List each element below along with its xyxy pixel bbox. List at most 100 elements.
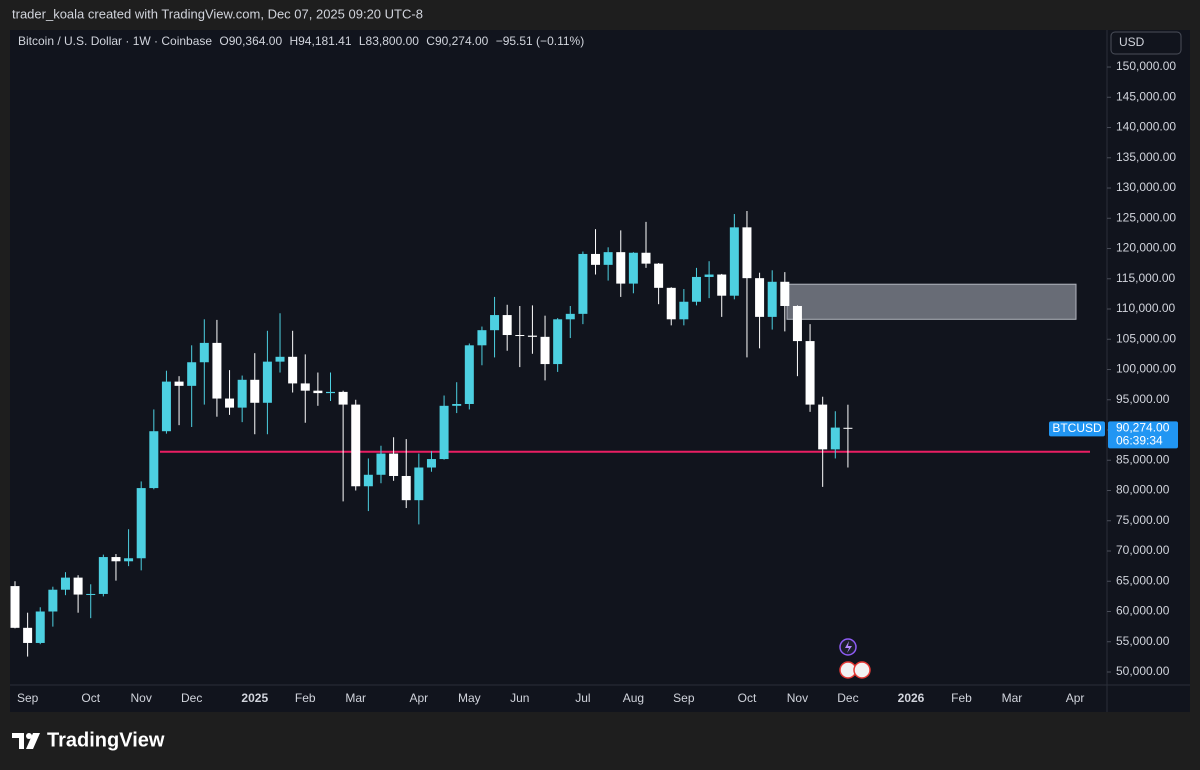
y-tick-label: 95,000.00 bbox=[1116, 392, 1170, 406]
candle-body bbox=[729, 227, 739, 296]
candle-body bbox=[654, 263, 664, 288]
candle-body bbox=[792, 305, 802, 342]
candle-body bbox=[389, 453, 399, 476]
candle-body bbox=[300, 383, 310, 391]
candle-body bbox=[818, 404, 828, 450]
y-tick-label: 105,000.00 bbox=[1116, 331, 1176, 345]
x-tick-label: Feb bbox=[295, 691, 316, 705]
candle-body bbox=[679, 301, 689, 320]
candle-body bbox=[10, 586, 20, 628]
candle-body bbox=[60, 577, 70, 590]
candle-body bbox=[326, 391, 335, 394]
candle-body bbox=[98, 557, 108, 594]
candle-body bbox=[401, 475, 411, 501]
x-tick-label: Dec bbox=[181, 691, 202, 705]
candle-body bbox=[540, 336, 550, 365]
candle-body bbox=[591, 253, 601, 265]
chart-panel bbox=[10, 30, 1190, 712]
y-tick-label: 50,000.00 bbox=[1116, 664, 1170, 678]
candle-body bbox=[237, 379, 247, 408]
logo-mark bbox=[26, 733, 40, 749]
candle-body bbox=[262, 361, 272, 403]
candle-body bbox=[174, 381, 184, 386]
x-tick-label: Jul bbox=[575, 691, 590, 705]
zone bbox=[786, 283, 1077, 320]
price-tag bbox=[1108, 421, 1178, 449]
x-tick-label: 2026 bbox=[898, 691, 925, 705]
x-tick-label: Apr bbox=[1066, 691, 1085, 705]
candle-body bbox=[464, 345, 474, 404]
credit: trader_koala created with TradingView.co… bbox=[12, 6, 423, 21]
candle-body bbox=[426, 459, 436, 468]
x-tick-label: Sep bbox=[17, 691, 39, 705]
candle-body bbox=[641, 252, 651, 264]
candle-body bbox=[376, 453, 386, 475]
candle-body bbox=[250, 379, 260, 403]
currency-box[interactable] bbox=[1110, 31, 1182, 55]
x-tick-label: Apr bbox=[409, 691, 428, 705]
y-tick-label: 115,000.00 bbox=[1116, 271, 1175, 285]
y-tick-label: 60,000.00 bbox=[1116, 604, 1170, 618]
candle-body bbox=[691, 276, 701, 302]
event-icon[interactable] bbox=[853, 661, 871, 679]
candle-body bbox=[628, 252, 638, 284]
legend: Bitcoin / U.S. Dollar · 1W · Coinbase O9… bbox=[18, 34, 584, 48]
y-tick-label: 130,000.00 bbox=[1116, 180, 1176, 194]
candle-body bbox=[35, 611, 45, 643]
logo-text: TradingView bbox=[47, 729, 165, 751]
logo-mark bbox=[12, 733, 24, 749]
x-tick-label: Mar bbox=[1002, 691, 1023, 705]
candle-body bbox=[767, 281, 777, 317]
candle-body bbox=[199, 342, 209, 363]
candle-body bbox=[452, 403, 462, 406]
event-glyph bbox=[845, 641, 852, 653]
x-tick-label: Nov bbox=[787, 691, 808, 705]
candle-body bbox=[124, 558, 134, 562]
x-tick-label: Feb bbox=[951, 691, 972, 705]
candle-body bbox=[515, 335, 525, 337]
candle-body bbox=[225, 398, 235, 408]
candle-body bbox=[527, 335, 537, 337]
candle-body bbox=[351, 404, 361, 487]
logo-mark bbox=[26, 733, 32, 739]
x-tick-label: Sep bbox=[673, 691, 695, 705]
legend-change: −95.51 (−0.11%) bbox=[496, 34, 585, 48]
y-tick-label: 70,000.00 bbox=[1116, 543, 1170, 557]
candle-body bbox=[755, 278, 765, 317]
candle-body bbox=[149, 431, 159, 489]
candle-body bbox=[843, 427, 853, 429]
candle-body bbox=[363, 474, 373, 487]
legend-high: H94,181.41 bbox=[289, 34, 351, 48]
candle-body bbox=[616, 252, 626, 284]
candle-body bbox=[704, 274, 714, 277]
legend-low: L83,800.00 bbox=[359, 34, 419, 48]
y-tick-label: 135,000.00 bbox=[1116, 150, 1176, 164]
candle-body bbox=[313, 390, 323, 394]
price-tag-countdown: 06:39:34 bbox=[1116, 434, 1163, 448]
y-tick-label: 80,000.00 bbox=[1116, 483, 1170, 497]
candle-body bbox=[439, 405, 449, 460]
candle-body bbox=[565, 313, 575, 320]
symbol-tag bbox=[1049, 421, 1105, 437]
x-tick-label: Aug bbox=[623, 691, 644, 705]
candle-body bbox=[717, 274, 727, 296]
candle-body bbox=[805, 341, 815, 405]
x-tick-label: 2025 bbox=[241, 691, 268, 705]
logo: TradingView bbox=[12, 729, 165, 751]
legend-open: O90,364.00 bbox=[219, 34, 282, 48]
x-tick-label: Nov bbox=[131, 691, 152, 705]
candle-body bbox=[578, 253, 588, 314]
candle-body bbox=[111, 557, 121, 562]
currency: USD bbox=[1119, 35, 1145, 49]
y-tick-label: 110,000.00 bbox=[1116, 301, 1175, 315]
candle-body bbox=[73, 577, 83, 595]
candle-body bbox=[86, 593, 96, 595]
candle-body bbox=[477, 330, 487, 346]
y-tick-label: 100,000.00 bbox=[1116, 362, 1176, 376]
candle-body bbox=[161, 381, 171, 432]
x-tick-label: Oct bbox=[738, 691, 757, 705]
symbol-tag-label: BTCUSD bbox=[1052, 421, 1102, 435]
y-tick-label: 145,000.00 bbox=[1116, 89, 1176, 103]
event-icons bbox=[839, 638, 871, 679]
